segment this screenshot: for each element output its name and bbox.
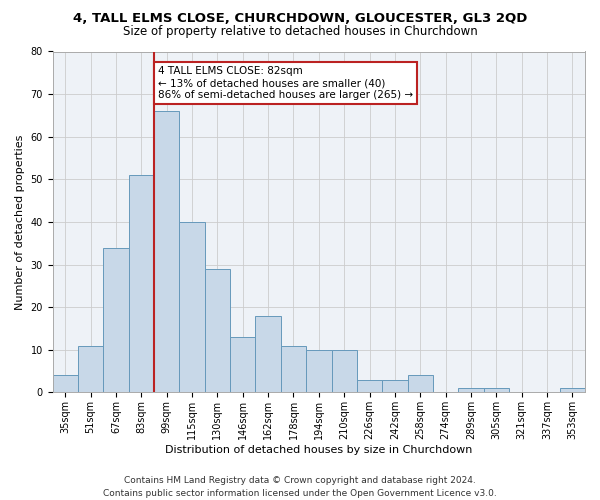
X-axis label: Distribution of detached houses by size in Churchdown: Distribution of detached houses by size …	[165, 445, 473, 455]
Bar	[332, 350, 357, 393]
Text: Contains HM Land Registry data © Crown copyright and database right 2024.
Contai: Contains HM Land Registry data © Crown c…	[103, 476, 497, 498]
Bar	[484, 388, 509, 392]
Bar	[230, 337, 256, 392]
Text: 4 TALL ELMS CLOSE: 82sqm
← 13% of detached houses are smaller (40)
86% of semi-d: 4 TALL ELMS CLOSE: 82sqm ← 13% of detach…	[158, 66, 413, 100]
Bar	[458, 388, 484, 392]
Bar	[357, 380, 382, 392]
Y-axis label: Number of detached properties: Number of detached properties	[15, 134, 25, 310]
Bar	[129, 175, 154, 392]
Text: 4, TALL ELMS CLOSE, CHURCHDOWN, GLOUCESTER, GL3 2QD: 4, TALL ELMS CLOSE, CHURCHDOWN, GLOUCEST…	[73, 12, 527, 26]
Bar	[78, 346, 103, 393]
Bar	[281, 346, 306, 393]
Bar	[179, 222, 205, 392]
Bar	[256, 316, 281, 392]
Bar	[205, 269, 230, 392]
Bar	[154, 111, 179, 392]
Bar	[306, 350, 332, 393]
Bar	[53, 376, 78, 392]
Text: Size of property relative to detached houses in Churchdown: Size of property relative to detached ho…	[122, 25, 478, 38]
Bar	[560, 388, 585, 392]
Bar	[407, 376, 433, 392]
Bar	[382, 380, 407, 392]
Bar	[103, 248, 129, 392]
